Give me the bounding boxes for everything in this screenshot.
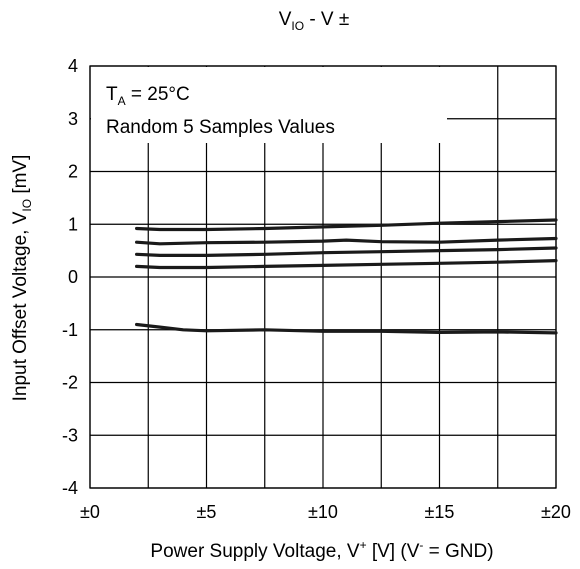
series-line-4 (135, 259, 558, 270)
x-tick-label-3: ±15 (425, 502, 455, 522)
y-tick-label-5: 1 (68, 214, 78, 234)
temperature-annotation: TA = 25°C (106, 84, 190, 108)
x-tick-labels: ±0 ±5 ±10 ±15 ±20 (80, 502, 571, 522)
y-tick-labels: -4 -3 -2 -1 0 1 2 3 4 (62, 56, 78, 498)
x-tick-label-1: ±5 (197, 502, 217, 522)
series-line-1 (135, 218, 558, 232)
y-axis-label: Input Offset Voltage, VIO [mV] (10, 155, 34, 402)
y-tick-label-2: -2 (62, 373, 78, 393)
y-tick-label-4: 0 (68, 267, 78, 287)
y-tick-label-3: -1 (62, 320, 78, 340)
x-tick-label-0: ±0 (80, 502, 100, 522)
y-tick-label-6: 2 (68, 162, 78, 182)
series-line-2 (135, 236, 558, 246)
x-tick-label-2: ±10 (308, 502, 338, 522)
samples-annotation: Random 5 Samples Values (106, 117, 335, 138)
plot-area (89, 65, 557, 489)
series-line-3 (135, 246, 558, 257)
x-axis-label: Power Supply Voltage, V+ [V] (V- = GND) (150, 538, 493, 562)
series-layer (135, 218, 558, 335)
annotation-box (91, 67, 447, 143)
x-tick-label-4: ±20 (541, 502, 571, 522)
y-tick-label-0: -4 (62, 478, 78, 498)
series-line-5 (135, 322, 558, 335)
chart-title: VIO - V ± (279, 9, 350, 33)
y-tick-label-8: 4 (68, 56, 78, 76)
y-tick-label-7: 3 (68, 109, 78, 129)
y-tick-label-1: -3 (62, 425, 78, 445)
